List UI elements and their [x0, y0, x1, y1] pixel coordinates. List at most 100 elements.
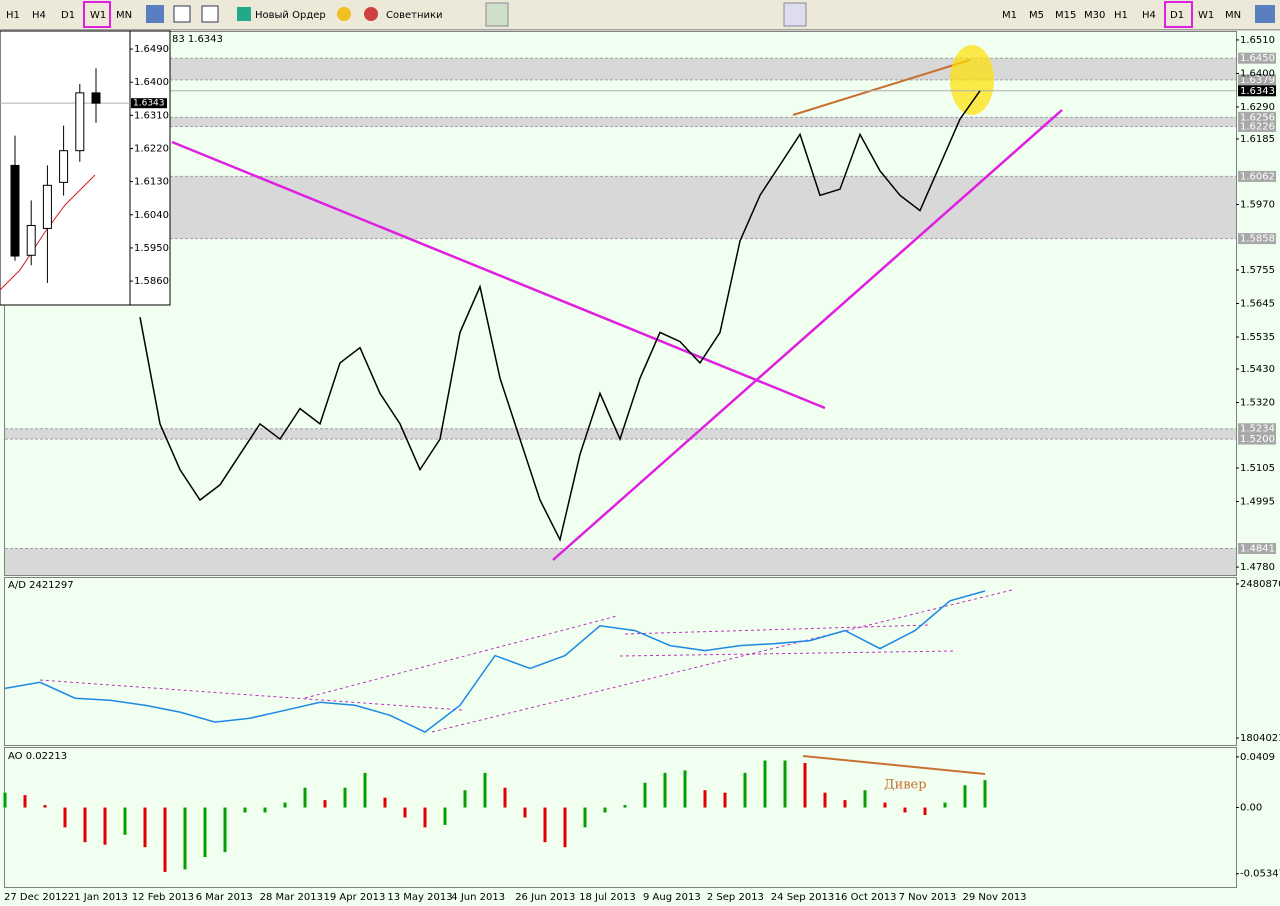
period-button[interactable]: H4 [32, 10, 46, 21]
x-tick-label: 2 Sep 2013 [707, 892, 764, 903]
ao-bar [623, 805, 627, 808]
y-tick-label: 1.5320 [1240, 398, 1275, 409]
ad-panel [4, 577, 1237, 746]
ad-trend-line [624, 624, 931, 635]
toolbar-icon[interactable] [146, 5, 164, 23]
divergence-line [792, 59, 971, 116]
ao-bar [103, 807, 107, 845]
ao-bar [443, 807, 447, 825]
toolbar-icon[interactable] [237, 7, 251, 21]
ao-bar [323, 800, 327, 808]
level-label-box [1238, 120, 1276, 132]
x-tick-label: 9 Aug 2013 [643, 892, 701, 903]
level-band [5, 428, 1236, 440]
level-label: 1.6062 [1240, 171, 1275, 182]
indicator-label: AO 0.02213 [8, 751, 67, 762]
ao-bar [783, 760, 787, 808]
toolbar-icon[interactable] [201, 5, 219, 23]
new-order-button[interactable]: Новый Ордер [255, 10, 326, 21]
candle-body [59, 150, 69, 183]
ao-bar [763, 760, 767, 808]
price-line [4, 590, 986, 733]
x-tick-label: 6 Mar 2013 [196, 892, 253, 903]
period-button[interactable]: W1 [90, 10, 106, 21]
current-price-box [1238, 85, 1276, 97]
level-label-box [1238, 170, 1276, 182]
ao-bar [863, 790, 867, 808]
x-tick-label: 19 Apr 2013 [324, 892, 386, 903]
toolbar-icon[interactable] [1255, 5, 1275, 23]
period-button[interactable]: H1 [6, 10, 20, 21]
ao-bar [723, 792, 727, 808]
ao-bar [303, 787, 307, 808]
toolbar-icon[interactable] [337, 7, 351, 21]
level-band [5, 58, 1236, 80]
ao-bar [903, 807, 907, 813]
period-button[interactable]: M5 [1029, 10, 1044, 21]
inset-window [0, 30, 171, 306]
ao-bar [563, 807, 567, 848]
ao-divergence-line [802, 755, 986, 775]
y-tick-label: 1.5645 [1240, 299, 1275, 310]
trend-line [171, 140, 826, 410]
toolbar-icon[interactable] [364, 7, 378, 21]
ao-bar [583, 807, 587, 828]
ao-bar [123, 807, 127, 835]
y-tick-label: 2480870 [1240, 579, 1280, 590]
x-tick-label: 28 Mar 2013 [260, 892, 323, 903]
level-band [5, 176, 1236, 239]
y-tick-label: 1.5755 [1240, 265, 1275, 276]
period-button[interactable]: M1 [1002, 10, 1017, 21]
y-tick-label: 1.6510 [1240, 35, 1275, 46]
trend-line [552, 109, 1063, 561]
level-band [5, 548, 1236, 575]
level-label-box [1238, 74, 1276, 86]
period-button[interactable]: M15 [1055, 10, 1076, 21]
ao-bar [923, 807, 927, 815]
y-tick-label: 1.6400 [134, 77, 169, 88]
ao-bar [503, 787, 507, 808]
y-tick-label: 1.6185 [1240, 134, 1275, 145]
y-tick-label: 1.6490 [134, 44, 169, 55]
ao-bar [283, 802, 287, 808]
x-tick-label: 18 Jul 2013 [579, 892, 636, 903]
current-price-label: 1.6343 [133, 99, 165, 109]
ao-bar [63, 807, 67, 828]
level-label: 1.6379 [1240, 75, 1275, 86]
highlight-circle [950, 45, 994, 115]
period-button[interactable]: W1 [1198, 10, 1214, 21]
ao-bar [643, 782, 647, 808]
y-tick-label: 1.6290 [1240, 102, 1275, 113]
period-button[interactable]: MN [1225, 10, 1241, 21]
ao-bar [343, 787, 347, 808]
toolbar-icon[interactable] [173, 5, 191, 23]
toolbar-icon[interactable] [485, 2, 509, 27]
y-tick-label: 1.5430 [1240, 364, 1275, 375]
y-tick-label: 1.5860 [134, 276, 169, 287]
ao-bar [963, 785, 967, 808]
period-button[interactable]: D1 [61, 10, 75, 21]
y-tick-label: 1.4780 [1240, 562, 1275, 573]
y-tick-label: 1.4995 [1240, 497, 1275, 508]
chart-header: 83 1.6343 [172, 34, 223, 45]
toolbar-icon[interactable] [783, 2, 807, 27]
period-button[interactable]: M30 [1084, 10, 1105, 21]
period-button[interactable]: MN [116, 10, 132, 21]
current-price-label: 1.6343 [1240, 86, 1275, 97]
x-tick-label: 4 Jun 2013 [451, 892, 505, 903]
ao-bar [543, 807, 547, 843]
period-button[interactable]: H1 [1114, 10, 1128, 21]
period-button[interactable]: D1 [1170, 10, 1184, 21]
ao-bar [223, 807, 227, 853]
x-tick-label: 27 Dec 2012 [4, 892, 68, 903]
level-label-box [1238, 423, 1276, 435]
ao-bar [163, 807, 167, 872]
experts-button[interactable]: Советники [386, 10, 443, 21]
ao-bar [663, 772, 667, 808]
x-tick-label: 12 Feb 2013 [132, 892, 194, 903]
period-button[interactable]: H4 [1142, 10, 1156, 21]
x-tick-label: 13 May 2013 [387, 892, 452, 903]
candle-body [26, 224, 36, 256]
active-period-box [1164, 1, 1193, 28]
x-tick-label: 7 Nov 2013 [899, 892, 957, 903]
